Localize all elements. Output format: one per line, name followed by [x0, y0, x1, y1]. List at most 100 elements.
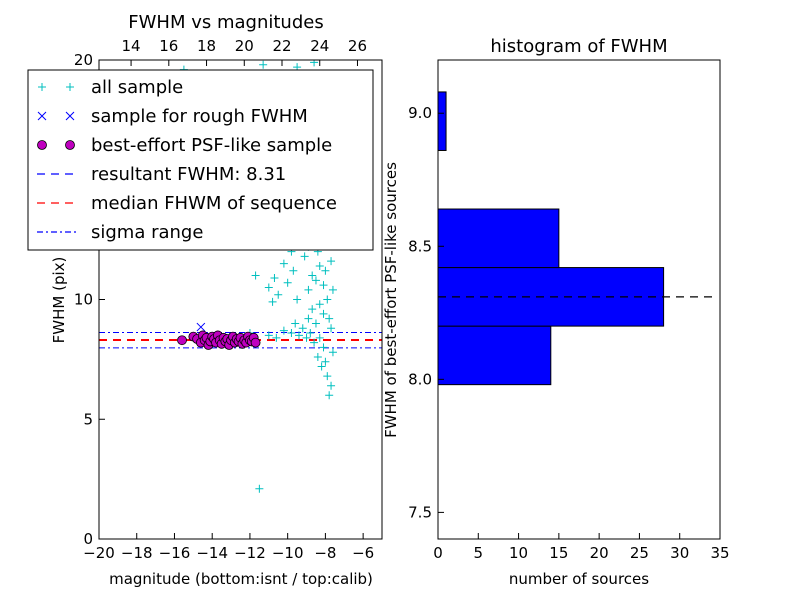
scatter-y-label: FWHM (pix): [50, 257, 68, 344]
point-plus-23: [304, 285, 313, 294]
histogram-y-tick-label: 8.5: [408, 237, 432, 255]
scatter-title: FWHM vs magnitudes: [128, 12, 323, 33]
point-plus-7: [268, 297, 277, 306]
top-tick-label: 14: [122, 37, 141, 55]
point-plus-52: [328, 285, 337, 294]
point-plus-65: [306, 329, 315, 338]
legend-marker-2: [65, 140, 75, 150]
histogram-bar-3: [437, 91, 447, 151]
histogram-bar-2: [437, 208, 560, 269]
histogram-axes-frame: [437, 59, 721, 540]
point-plus-55: [325, 391, 334, 400]
point-plus-27: [308, 271, 317, 280]
point-circle-0: [177, 335, 187, 346]
legend-marker-0: [38, 83, 46, 91]
histogram-x-tick-label: 5: [474, 544, 484, 562]
x-tick-label: −8: [314, 544, 336, 562]
histogram-y-tick-label: 8.0: [408, 370, 432, 388]
top-tick-label: 24: [310, 37, 329, 55]
top-tick-label: 16: [159, 37, 178, 55]
legend-label-3: resultant FWHM: 8.31: [91, 164, 286, 185]
point-circle-32: [250, 337, 261, 348]
histogram-y-tick-label: 9.0: [408, 104, 432, 122]
point-plus-58: [319, 343, 328, 352]
x-tick-label: −12: [234, 544, 266, 562]
point-plus-13: [289, 266, 298, 275]
histogram-y-tick-label: 7.5: [408, 503, 432, 521]
point-plus-72: [279, 326, 288, 335]
y-axis-ticks: 0 5 10 20: [74, 51, 105, 548]
point-plus-37: [315, 300, 324, 309]
point-plus-57: [321, 357, 330, 366]
point-plus-1: [259, 60, 268, 69]
point-plus-5: [251, 271, 260, 280]
top-tick-label: 20: [235, 37, 254, 55]
x-tick-label: −18: [121, 544, 153, 562]
histogram-x-tick-label: 0: [433, 544, 443, 562]
point-plus-74: [264, 331, 273, 340]
point-plus-42: [319, 309, 328, 318]
top-tick-label: 22: [272, 37, 291, 55]
point-plus-62: [311, 319, 320, 328]
histogram-x-tick-label: 30: [670, 544, 689, 562]
x-tick-label: −14: [196, 544, 228, 562]
legend-box: [27, 69, 374, 251]
scatter-marks: [99, 60, 382, 493]
legend-label-2: best-effort PSF-like sample: [91, 135, 332, 156]
point-plus-3: [310, 60, 319, 67]
histogram-x-axis-ticks: 0 5 10 15 20 25 30 35: [433, 533, 730, 562]
point-plus-54: [327, 381, 336, 390]
point-plus-19: [300, 252, 309, 261]
histogram-x-tick-label: 15: [549, 544, 568, 562]
point-plus-67: [302, 333, 311, 342]
point-plus-60: [315, 333, 324, 342]
histogram-x-tick-label: 35: [710, 544, 729, 562]
point-plus-71: [287, 329, 296, 338]
point-plus-73: [272, 333, 281, 342]
legend-marker-1: [65, 111, 75, 121]
point-plus-15: [293, 295, 302, 304]
scatter-axes-frame: [98, 59, 383, 540]
point-plus-68: [298, 324, 307, 333]
y-tick-label: 0: [83, 530, 93, 548]
point-plus-41: [319, 281, 328, 290]
point-x-0: [196, 322, 206, 332]
scatter-panel: FWHM vs magnitudes 14 16 18 20 22 24 26 −20 −18…: [27, 12, 383, 588]
histogram-y-label: FWHM of best-effort PSF-like sources: [382, 162, 400, 438]
point-plus-51: [327, 324, 336, 333]
legend-marker-0: [66, 83, 74, 91]
y-tick-label: 10: [74, 291, 93, 309]
legend-label-4: median FHWM of sequence: [91, 193, 337, 214]
histogram-bar-0: [437, 325, 552, 386]
top-tick-label: 26: [348, 37, 367, 55]
x-tick-label: −16: [159, 544, 191, 562]
legend-label-1: sample for rough FWHM: [91, 106, 308, 127]
point-plus-11: [283, 278, 292, 287]
legend-label-0: all sample: [91, 77, 183, 98]
point-plus-8: [274, 290, 283, 299]
point-plus-4: [255, 484, 264, 493]
point-plus-70: [291, 319, 300, 328]
point-plus-10: [279, 259, 288, 268]
x-axis-ticks: −20 −18 −16 −14 −12 −10 −8 −6: [83, 533, 374, 562]
legend-marker-1: [37, 111, 47, 121]
histogram-x-tick-label: 20: [590, 544, 609, 562]
top-tick-label: 18: [197, 37, 216, 55]
point-plus-53: [328, 348, 337, 357]
histogram-panel: histogram of FWHM 0 5 10 15 20 25 30 35 7.5 8.0 8…: [382, 36, 730, 588]
point-plus-49: [325, 314, 334, 323]
point-plus-69: [294, 331, 303, 340]
histogram-y-axis-ticks: 7.5 8.0 8.5 9.0: [408, 104, 444, 521]
point-plus-31: [311, 276, 320, 285]
point-plus-36: [315, 261, 324, 270]
histogram-x-tick-label: 10: [509, 544, 528, 562]
legend-label-5: sigma range: [91, 222, 203, 243]
point-plus-63: [310, 338, 319, 347]
point-plus-6: [264, 283, 273, 292]
histogram-x-label: number of sources: [509, 570, 649, 588]
point-plus-66: [304, 314, 313, 323]
point-plus-45: [321, 266, 330, 275]
legend: all sample sample for rough FWHM best-effo…: [27, 69, 374, 251]
point-plus-64: [308, 305, 317, 314]
